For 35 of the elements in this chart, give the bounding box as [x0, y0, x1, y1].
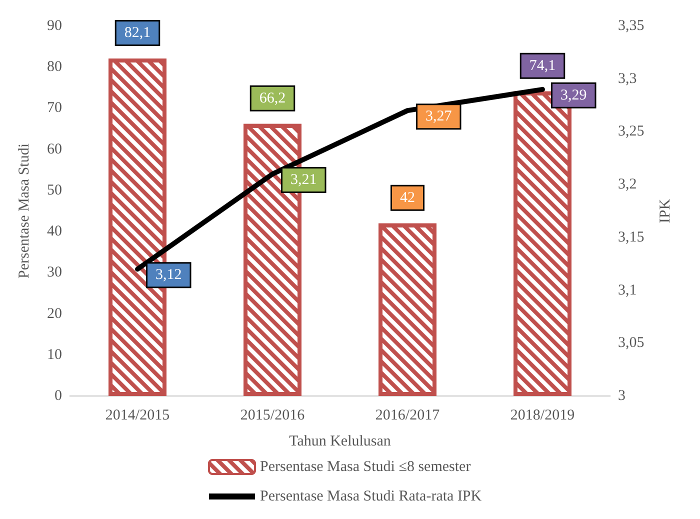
x-tick-label: 2016/2017	[375, 408, 440, 424]
y2-axis-title: IPK	[658, 198, 674, 224]
y-tick-label: 40	[47, 224, 62, 240]
y-axis-title: Persentase Masa Studi	[16, 144, 32, 278]
y-tick-label: 60	[47, 141, 62, 158]
y-tick-label: 50	[47, 182, 62, 198]
y-tick-label: 30	[47, 264, 62, 281]
y2-tick-label: 3,05	[618, 335, 644, 352]
y2-tick-label: 3,35	[618, 18, 644, 34]
y2-tick-label: 3,1	[618, 282, 637, 298]
y2-tick-label: 3,2	[618, 176, 637, 193]
data-label: 3,21	[290, 172, 317, 188]
data-label: 66,2	[259, 90, 286, 106]
y2-tick-label: 3,3	[618, 70, 637, 87]
y-tick-label: 0	[54, 388, 62, 404]
y-tick-label: 20	[47, 306, 62, 322]
y2-tick-label: 3	[618, 388, 626, 404]
data-label: 3,12	[156, 267, 182, 284]
y-tick-label: 80	[47, 59, 62, 76]
legend-label: Persentase Masa Studi Rata-rata IPK	[260, 488, 482, 504]
data-label: 82,1	[124, 24, 151, 41]
legend-label: Persentase Masa Studi ≤8 semester	[260, 459, 471, 475]
y2-tick-label: 3,15	[618, 229, 644, 246]
y-tick-label: 90	[47, 18, 62, 34]
x-axis-title: Tahun Kelulusan	[289, 434, 392, 450]
x-tick-label: 2015/2016	[240, 408, 306, 424]
data-label: 3,27	[426, 108, 452, 125]
y-tick-label: 70	[47, 100, 62, 116]
data-label: 42	[400, 190, 415, 206]
x-tick-label: 2018/2019	[510, 408, 575, 424]
data-label: 3,29	[560, 87, 587, 104]
y2-tick-label: 3,25	[618, 124, 644, 140]
y-tick-label: 10	[47, 346, 62, 363]
x-tick-label: 2014/2015	[105, 408, 170, 424]
data-label: 74,1	[529, 58, 556, 74]
